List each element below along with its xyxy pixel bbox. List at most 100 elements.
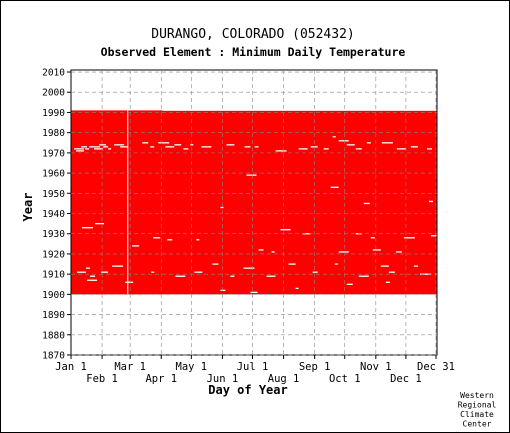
plot-area — [70, 69, 444, 356]
missing-segment — [372, 249, 381, 251]
missing-segment — [355, 148, 362, 150]
x-tick-label: Sep 1 — [299, 361, 331, 373]
missing-segment — [258, 249, 264, 251]
x-tick-label: Jul 1 — [237, 361, 269, 373]
missing-segment — [381, 142, 393, 144]
missing-column — [127, 110, 129, 295]
x-tick-label: Dec 1 — [390, 373, 422, 385]
missing-segment — [243, 267, 255, 269]
missing-segment — [114, 144, 125, 146]
missing-segment — [295, 287, 299, 289]
credit-line: Western — [460, 391, 494, 400]
missing-segment — [120, 146, 129, 148]
missing-segment — [346, 283, 353, 285]
missing-segment — [370, 237, 375, 239]
missing-segment — [212, 263, 219, 265]
y-tick-label: 1970 — [42, 148, 65, 159]
missing-segment — [153, 237, 161, 239]
missing-segment — [388, 271, 395, 273]
credit-line: Regional — [458, 401, 497, 410]
credit-line: Climate — [460, 410, 494, 419]
y-tick-label: 1870 — [42, 351, 65, 362]
missing-segment — [101, 271, 109, 273]
missing-segment — [312, 271, 318, 273]
missing-segment — [108, 148, 112, 150]
missing-segment — [385, 281, 390, 283]
missing-segment — [302, 233, 311, 235]
missing-segment — [275, 150, 287, 152]
missing-segment — [86, 267, 91, 269]
missing-segment — [298, 148, 308, 150]
missing-segment — [246, 174, 257, 176]
x-axis-label: Day of Year — [208, 383, 287, 397]
missing-segment — [125, 281, 134, 283]
missing-segment — [150, 146, 155, 148]
missing-segment — [338, 251, 349, 253]
x-tick-label: Oct 1 — [329, 373, 361, 385]
data-block-1 — [71, 110, 163, 295]
missing-segment — [346, 144, 355, 146]
x-tick-label: Aug 1 — [268, 373, 300, 385]
missing-segment — [366, 142, 371, 144]
y-tick-label: 1940 — [42, 209, 65, 220]
missing-segment — [428, 200, 433, 203]
missing-segment — [132, 245, 140, 247]
missing-segment — [99, 144, 107, 146]
missing-segment — [288, 263, 296, 265]
missing-segment — [358, 275, 369, 277]
missing-segment — [76, 150, 85, 152]
missing-segment — [194, 271, 203, 273]
missing-segment — [165, 146, 175, 148]
missing-segment — [94, 148, 104, 150]
y-tick-label: 1950 — [42, 189, 65, 200]
missing-segment — [220, 206, 224, 209]
missing-segment — [410, 146, 418, 148]
y-tick-label: 1910 — [42, 270, 65, 281]
y-tick-label: 1990 — [42, 108, 65, 119]
missing-segment — [112, 265, 124, 267]
missing-segment — [230, 275, 235, 277]
x-tick-label: Dec 31 — [417, 361, 455, 373]
missing-segment — [174, 144, 182, 146]
chart-subtitle: Observed Element : Minimum Daily Tempera… — [101, 45, 406, 59]
credit-line: Center — [463, 420, 492, 429]
x-tick-label: Nov 1 — [360, 361, 392, 373]
x-tick-label: Apr 1 — [145, 373, 177, 385]
missing-segment — [183, 148, 189, 150]
missing-segment — [323, 148, 329, 150]
missing-segment — [250, 291, 258, 294]
y-tick-label: 1880 — [42, 330, 65, 341]
missing-segment — [403, 237, 415, 239]
y-tick-label: 1920 — [42, 249, 65, 260]
missing-segment — [332, 136, 336, 138]
missing-segment — [330, 186, 339, 188]
missing-segment — [280, 229, 291, 231]
missing-segment — [254, 146, 259, 148]
missing-segment — [77, 271, 87, 273]
missing-segment — [82, 227, 94, 229]
missing-segment — [87, 279, 98, 281]
missing-segment — [426, 148, 432, 150]
x-tick-label: Jun 1 — [207, 373, 239, 385]
x-axis-ticks: Jan 1 Mar 1 May 1 Jul 1 Sep 1 Nov 1 Dec 31 Feb … — [55, 355, 455, 385]
missing-segment — [196, 239, 200, 241]
missing-segment — [413, 265, 418, 267]
missing-segment — [380, 265, 389, 267]
missing-segment — [363, 202, 370, 205]
missing-segment — [85, 148, 90, 150]
missing-segment — [81, 146, 88, 148]
y-axis-ticks: 2010 2000 1990 1980 1970 1960 1950 1940 1930 1920… — [42, 68, 71, 362]
missing-segment — [175, 275, 186, 277]
missing-segment — [167, 239, 173, 241]
x-tick-label: Mar 1 — [114, 361, 146, 373]
missing-segment — [338, 140, 349, 142]
y-tick-label: 2010 — [42, 68, 65, 79]
missing-segment — [396, 148, 406, 150]
missing-segment — [419, 273, 431, 275]
missing-segment — [271, 251, 275, 253]
missing-segment — [244, 146, 251, 148]
y-tick-label: 1900 — [42, 290, 65, 301]
x-tick-label: Feb 1 — [86, 373, 118, 385]
